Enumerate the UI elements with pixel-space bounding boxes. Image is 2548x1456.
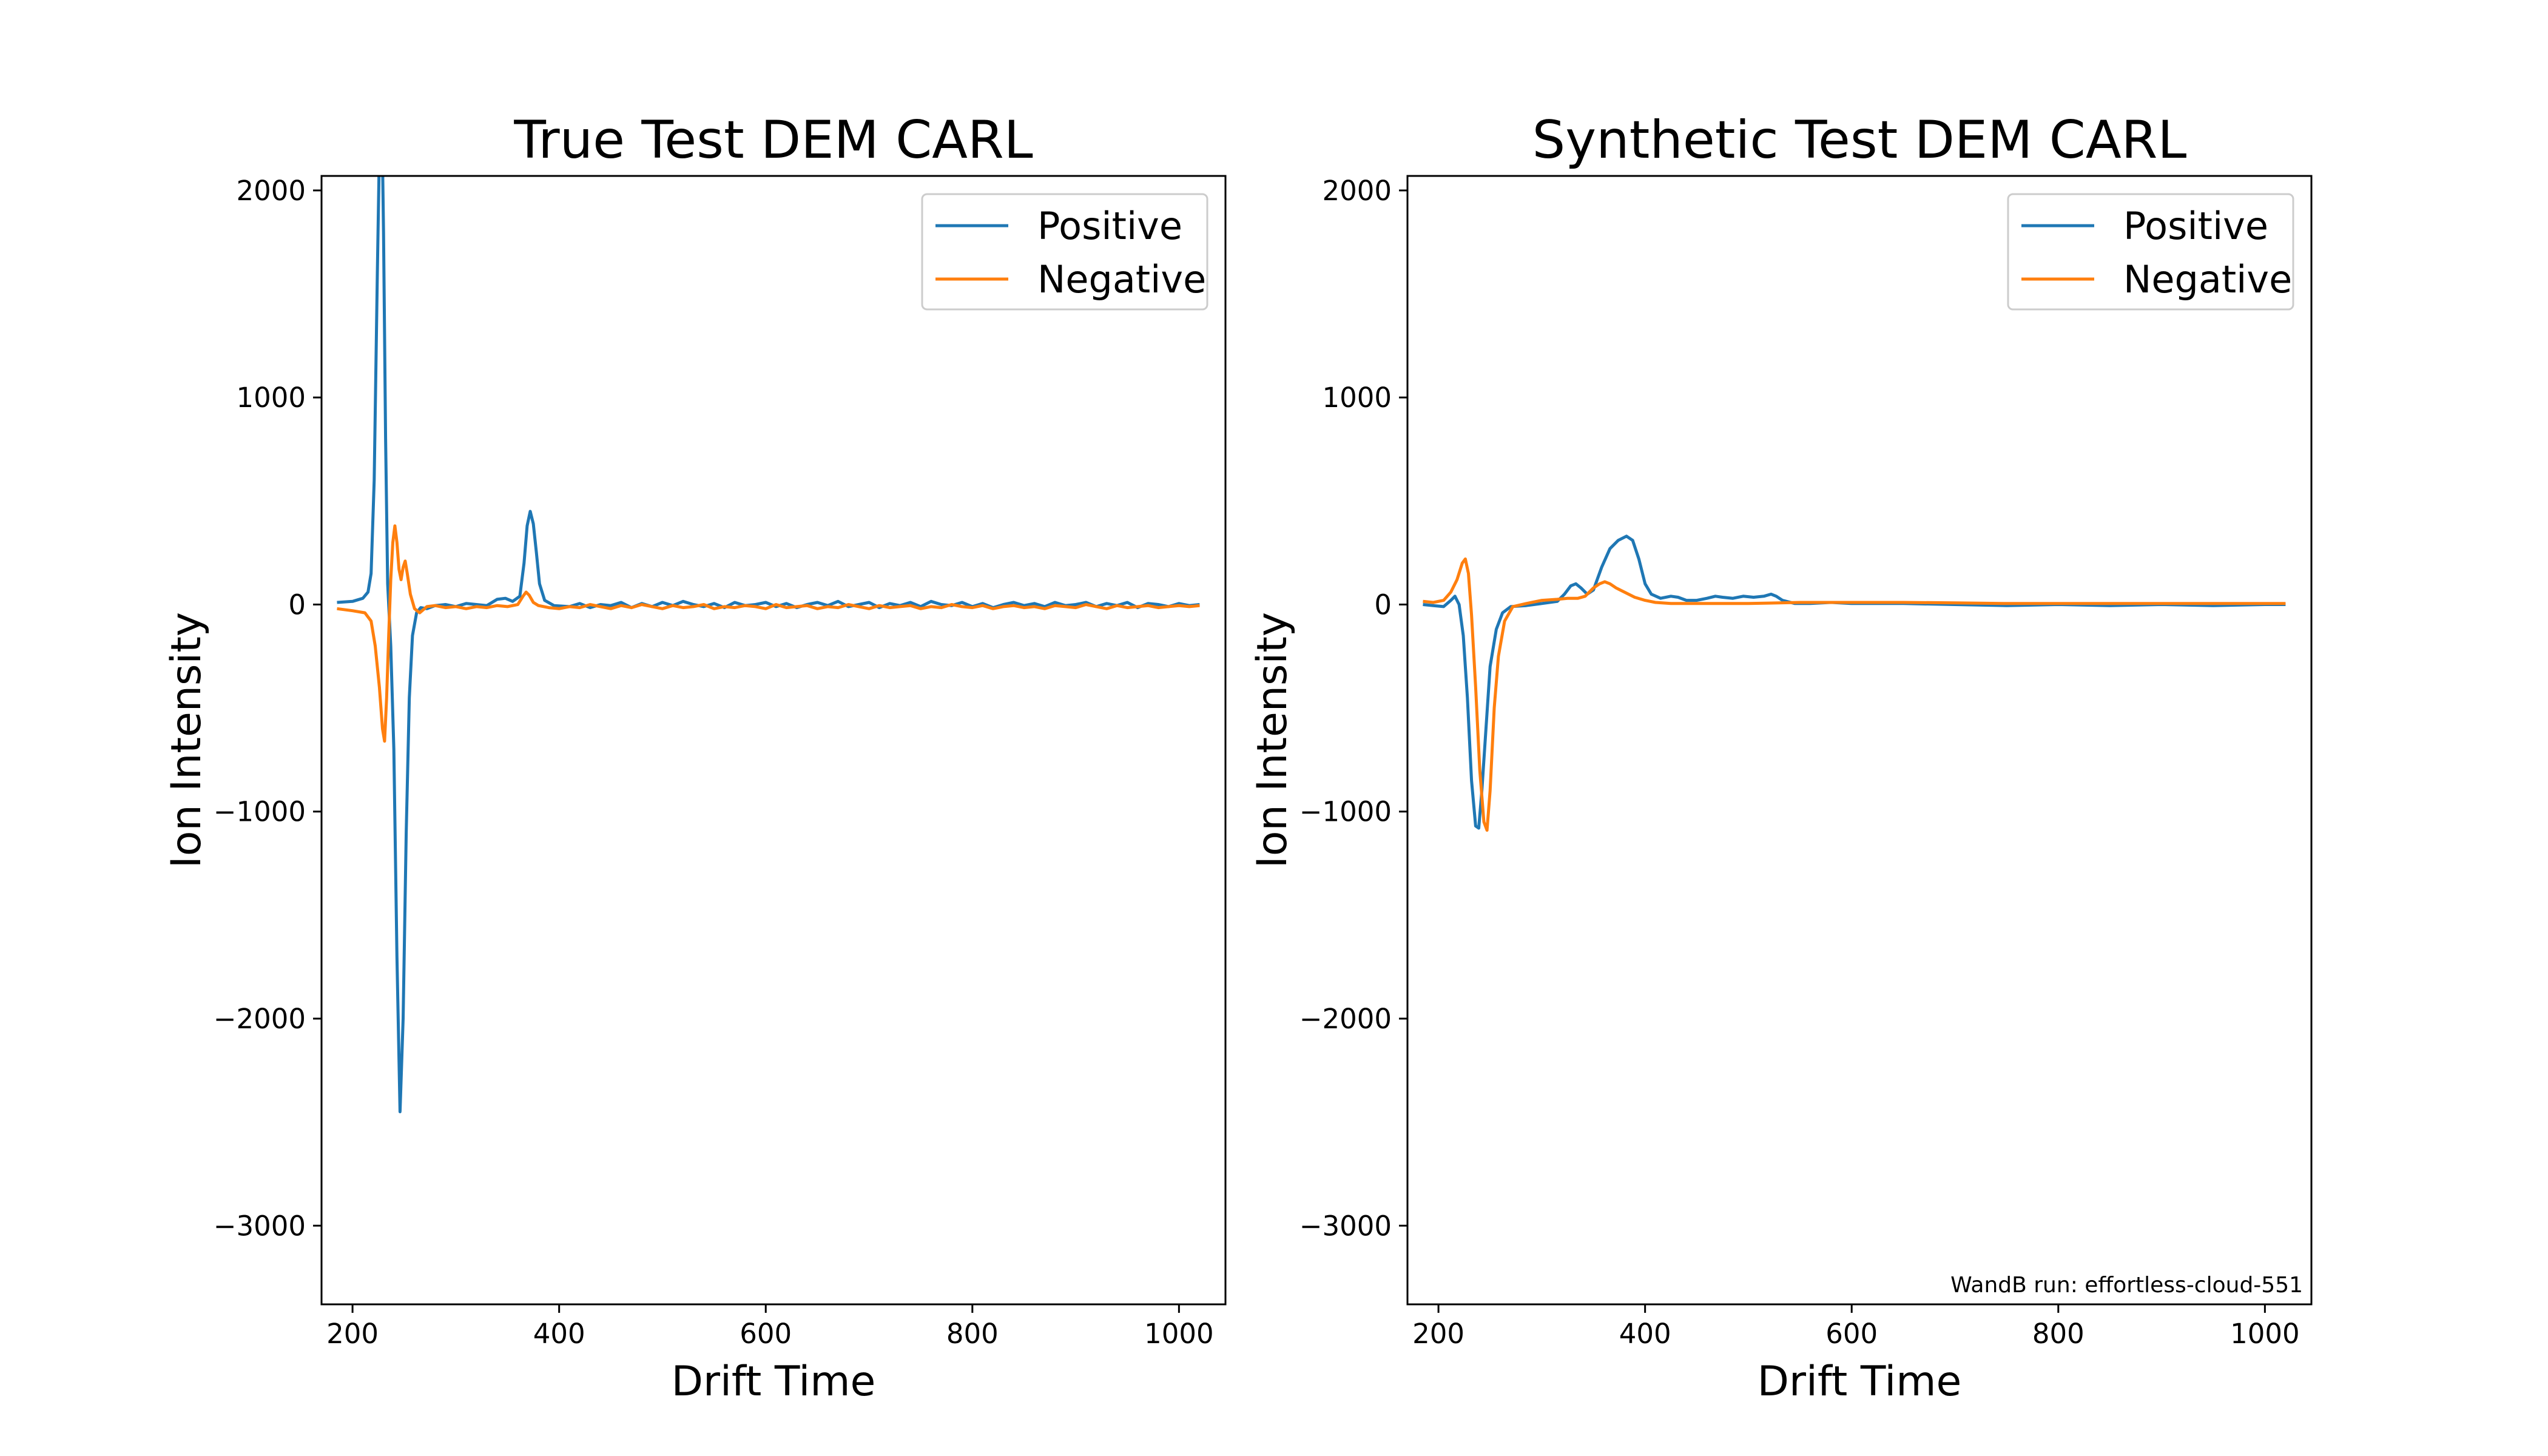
y-tick-label: 0 [1374,588,1392,621]
x-tick-label: 1000 [1144,1318,1214,1350]
series-group [337,176,1200,1114]
x-axis-ticks: 200 400 600 800 1000 [326,1304,1214,1350]
y-tick-label: 0 [288,588,306,621]
y-axis-ticks: −3000 −2000 −1000 0 1000 2000 [1299,175,1407,1242]
chart-synthetic-test: Synthetic Test DEM CARL Drift Time Ion I… [1249,110,2313,1406]
series-line-negative [337,524,1200,743]
x-tick-label: 200 [326,1318,379,1350]
y-tick-label: 2000 [1322,175,1392,207]
legend: Positive Negative [921,193,1208,311]
y-tick-label: −1000 [214,796,306,828]
legend: Positive Negative [2007,193,2294,311]
x-axis-label: Drift Time [672,1358,876,1406]
y-tick-label: −3000 [214,1210,306,1242]
y-tick-label: 1000 [1322,382,1392,414]
x-tick-label: 600 [1825,1318,1878,1350]
y-tick-label: −2000 [1299,1003,1392,1035]
x-axis-label: Drift Time [1758,1358,1962,1406]
x-tick-label: 800 [2032,1318,2085,1350]
legend-label-positive: Positive [2123,204,2268,248]
plot-frame [320,175,1227,1306]
y-axis-label: Ion Intensity [1249,612,1296,868]
y-axis-label: Ion Intensity [163,612,211,868]
chart-title: Synthetic Test DEM CARL [1532,110,2187,170]
x-tick-label: 200 [1412,1318,1464,1350]
legend-label-negative: Negative [2123,257,2292,302]
y-tick-label: 1000 [236,382,306,414]
x-axis-ticks: 200 400 600 800 1000 [1412,1304,2300,1350]
plot-frame [1406,175,2313,1306]
series-line-negative [1423,557,2286,832]
y-tick-label: −3000 [1299,1210,1392,1242]
chart-true-test: True Test DEM CARL Drift Time Ion Intens… [163,110,1227,1406]
x-tick-label: 1000 [2230,1318,2300,1350]
x-tick-label: 400 [533,1318,585,1350]
y-tick-label: −2000 [214,1003,306,1035]
y-tick-label: 2000 [236,175,306,207]
y-tick-label: −1000 [1299,796,1392,828]
legend-label-negative: Negative [1037,257,1206,302]
series-group [1423,534,2286,832]
x-tick-label: 800 [946,1318,999,1350]
legend-label-positive: Positive [1037,204,1182,248]
x-tick-label: 600 [740,1318,792,1350]
chart-title: True Test DEM CARL [513,110,1033,170]
wandb-run-annotation: WandB run: effortless-cloud-551 [1950,1273,2303,1298]
y-axis-ticks: −3000 −2000 −1000 0 1000 2000 [214,175,322,1242]
x-tick-label: 400 [1619,1318,1671,1350]
